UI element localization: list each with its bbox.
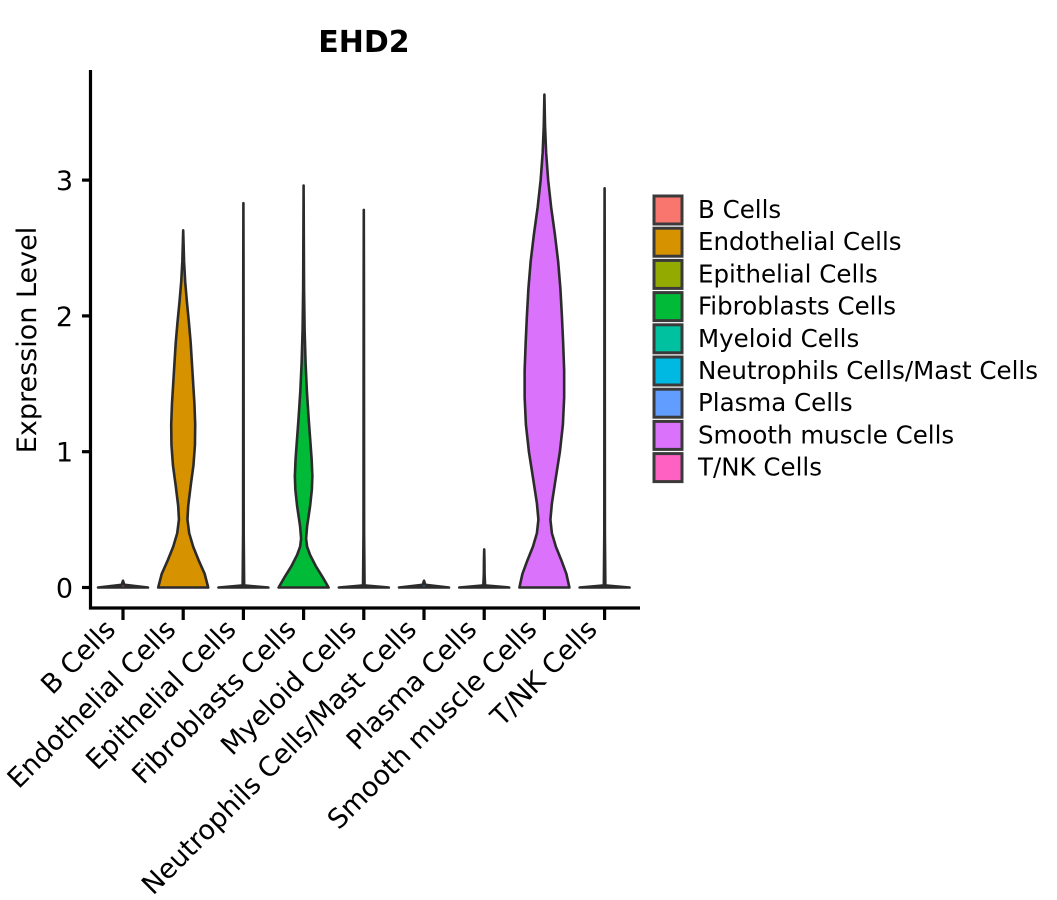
- legend-swatch[interactable]: [652, 226, 684, 258]
- violin-b-cells[interactable]: [96, 579, 150, 589]
- violin-t-nk-cells[interactable]: [578, 186, 631, 589]
- y-tick-label: 1: [56, 438, 73, 469]
- violin-neutrophils-cells-mast-cells[interactable]: [397, 579, 451, 589]
- violin-plasma-cells[interactable]: [457, 548, 511, 589]
- legend-swatch[interactable]: [652, 419, 684, 451]
- legend-swatch[interactable]: [652, 194, 684, 226]
- legend-swatch[interactable]: [652, 291, 684, 323]
- legend-item-myeloid-cells[interactable]: Myeloid Cells: [652, 323, 859, 355]
- legend-swatch[interactable]: [652, 387, 684, 419]
- y-tick-label: 0: [56, 574, 73, 605]
- legend-item-neutrophils-cells-mast-cells[interactable]: Neutrophils Cells/Mast Cells: [652, 355, 1038, 387]
- legend: B Cells Endothelial Cells Epithelial Cells…: [652, 194, 1038, 484]
- legend-item-endothelial-cells[interactable]: Endothelial Cells: [652, 226, 902, 258]
- violin-shape[interactable]: [156, 229, 210, 589]
- y-axis-ticks: 0 1 2 3: [56, 166, 91, 605]
- y-tick-label: 2: [56, 302, 73, 333]
- legend-label: Endothelial Cells: [698, 227, 902, 256]
- legend-item-fibroblasts-cells[interactable]: Fibroblasts Cells: [652, 291, 896, 323]
- violin-shape[interactable]: [397, 579, 451, 589]
- violin-shape[interactable]: [457, 548, 511, 589]
- violin-fibroblasts-cells[interactable]: [277, 184, 330, 589]
- violin-myeloid-cells[interactable]: [337, 208, 391, 589]
- legend-swatch[interactable]: [652, 452, 684, 484]
- legend-swatch[interactable]: [652, 355, 684, 387]
- legend-label: Myeloid Cells: [698, 324, 859, 353]
- legend-item-smooth-muscle-cells[interactable]: Smooth muscle Cells: [652, 419, 954, 451]
- legend-label: Neutrophils Cells/Mast Cells: [698, 356, 1038, 385]
- axes-layer: [88, 70, 640, 610]
- violin-endothelial-cells[interactable]: [156, 229, 210, 589]
- legend-item-b-cells[interactable]: B Cells: [652, 194, 781, 226]
- legend-item-plasma-cells[interactable]: Plasma Cells: [652, 387, 853, 419]
- violin-shape[interactable]: [277, 184, 330, 589]
- violins-layer: [96, 93, 631, 589]
- legend-label: Epithelial Cells: [698, 259, 878, 288]
- violin-smooth-muscle-cells[interactable]: [518, 93, 571, 589]
- legend-label: Fibroblasts Cells: [698, 292, 896, 321]
- violin-epithelial-cells[interactable]: [217, 201, 270, 589]
- violin-shape[interactable]: [96, 579, 150, 589]
- violin-shape[interactable]: [217, 201, 270, 589]
- violin-shape[interactable]: [337, 208, 391, 589]
- legend-label: Smooth muscle Cells: [698, 420, 954, 449]
- violin-shape[interactable]: [578, 186, 631, 589]
- page-title: EHD2: [318, 25, 409, 60]
- violin-shape[interactable]: [518, 93, 571, 589]
- legend-item-t-nk-cells[interactable]: T/NK Cells: [652, 452, 822, 484]
- legend-label: Plasma Cells: [698, 388, 853, 417]
- y-tick-label: 3: [56, 166, 73, 197]
- legend-item-epithelial-cells[interactable]: Epithelial Cells: [652, 258, 878, 290]
- legend-label: T/NK Cells: [697, 453, 822, 482]
- y-axis-title: Expression Level: [12, 227, 43, 453]
- legend-swatch[interactable]: [652, 323, 684, 355]
- legend-swatch[interactable]: [652, 258, 684, 290]
- legend-label: B Cells: [698, 195, 781, 224]
